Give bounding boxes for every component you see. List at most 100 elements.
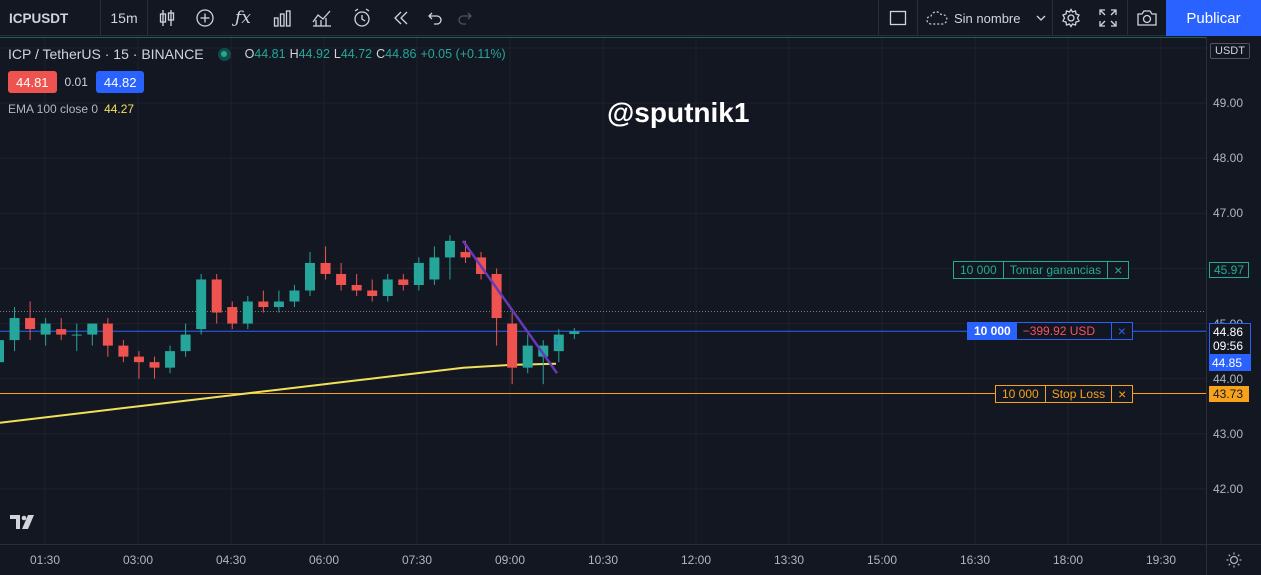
time-tick: 07:30 bbox=[401, 553, 433, 567]
position-order[interactable]: 10 000 −399.92 USD × bbox=[967, 322, 1133, 341]
take-profit-qty: 10 000 bbox=[954, 262, 1004, 279]
ema-value: 44.27 bbox=[104, 102, 135, 116]
price-axis[interactable]: 50.0049.0048.0047.0045.0044.0043.0042.00… bbox=[1206, 37, 1261, 544]
trendline bbox=[461, 240, 559, 374]
candle-body bbox=[258, 301, 269, 308]
stop-loss-qty: 10 000 bbox=[996, 385, 1046, 402]
top-toolbar: ICPUSDT 15m ƒx Sin nombre bbox=[0, 0, 1261, 36]
time-axis[interactable]: 01:30 03:00 04:30 06:00 07:30 09:00 10:30 12:00… bbox=[0, 544, 1206, 575]
price-tick: 47.00 bbox=[1213, 206, 1244, 221]
open-key: O bbox=[244, 47, 255, 61]
candle-body bbox=[40, 323, 51, 335]
fullscreen-box-icon[interactable] bbox=[879, 0, 917, 36]
close-value: 44.86 bbox=[385, 47, 417, 61]
candle-body bbox=[211, 279, 222, 313]
take-profit-order[interactable]: 10 000 Tomar ganancias × bbox=[953, 261, 1130, 280]
candle-style-icon[interactable] bbox=[148, 0, 186, 36]
chart-grid bbox=[0, 37, 1206, 544]
position-close-icon[interactable]: × bbox=[1117, 323, 1126, 340]
high-value: 44.92 bbox=[298, 47, 330, 61]
chart-pane[interactable]: ↑ ICP / TetherUS · 15 · BINANCE O 44.81 H… bbox=[0, 37, 1206, 544]
time-tick: 09:00 bbox=[494, 553, 526, 567]
time-tick: 10:30 bbox=[587, 553, 619, 567]
open-value: 44.81 bbox=[254, 47, 286, 61]
candle-body bbox=[367, 290, 378, 297]
candle-countdown: 09:56 bbox=[1213, 339, 1244, 354]
position-pnl: −399.92 USD bbox=[1017, 323, 1112, 340]
time-tick: 03:00 bbox=[122, 553, 154, 567]
up-arrow-marker: ↑ bbox=[554, 337, 560, 349]
tradingview-logo[interactable] bbox=[8, 511, 38, 535]
low-value: 44.72 bbox=[340, 47, 373, 61]
toolbar-divider bbox=[1127, 0, 1128, 36]
candle-body bbox=[0, 340, 4, 363]
sell-button[interactable]: 44.81 bbox=[8, 71, 57, 93]
time-tick: 18:00 bbox=[1052, 553, 1084, 567]
change-value: +0.05 (+0.11%) bbox=[420, 47, 506, 61]
position-price-tag: 44.86 09:56 bbox=[1209, 323, 1251, 356]
candle-body bbox=[444, 240, 455, 258]
candle-body bbox=[398, 279, 409, 285]
candle-body bbox=[351, 284, 362, 291]
layout-menu[interactable]: Sin nombre bbox=[918, 0, 1052, 36]
alert-icon[interactable] bbox=[342, 0, 382, 36]
take-profit-price-tag: 45.97 bbox=[1209, 262, 1249, 279]
candle-body bbox=[305, 262, 315, 291]
add-indicator-icon[interactable] bbox=[186, 0, 224, 36]
candle-body bbox=[320, 262, 331, 274]
candle-body bbox=[336, 273, 347, 285]
ema-price-tag: 44.85 bbox=[1209, 355, 1251, 372]
undo-icon[interactable] bbox=[420, 0, 450, 36]
candle-body bbox=[491, 273, 502, 319]
ema-100-line bbox=[0, 362, 557, 424]
cloud-icon bbox=[926, 11, 948, 25]
candle-body bbox=[165, 351, 176, 368]
time-tick: 06:00 bbox=[308, 553, 340, 567]
price-tick: 48.00 bbox=[1213, 151, 1244, 166]
axis-settings[interactable] bbox=[1206, 544, 1261, 575]
replay-icon[interactable] bbox=[382, 0, 420, 36]
financials-icon[interactable] bbox=[262, 0, 302, 36]
candle-body bbox=[227, 307, 238, 324]
chart-canvas[interactable]: ↑ bbox=[0, 37, 1206, 544]
publish-button[interactable]: Publicar bbox=[1166, 0, 1261, 36]
current-price: 44.86 bbox=[1213, 325, 1244, 340]
toolbar-divider bbox=[147, 0, 148, 36]
stop-loss-close-icon[interactable]: × bbox=[1118, 385, 1127, 402]
symbol-title: ICP / TetherUS · 15 · BINANCE bbox=[8, 46, 204, 62]
watermark-text: @sputnik1 bbox=[607, 97, 750, 128]
interval-selector[interactable]: 15m bbox=[110, 10, 138, 26]
candles-group bbox=[0, 235, 580, 385]
price-tick: 42.00 bbox=[1213, 481, 1244, 496]
stop-loss-order[interactable]: 10 000 Stop Loss × bbox=[995, 384, 1134, 403]
candle-body bbox=[273, 301, 284, 308]
redo-icon[interactable] bbox=[450, 0, 480, 36]
candle-body bbox=[382, 279, 393, 297]
price-tick: 43.00 bbox=[1213, 426, 1244, 441]
currency-label[interactable]: USDT bbox=[1210, 43, 1250, 59]
price-tick: 49.00 bbox=[1213, 96, 1244, 111]
toolbar-divider bbox=[100, 0, 101, 36]
low-key: L bbox=[333, 47, 341, 61]
take-profit-close-icon[interactable]: × bbox=[1114, 262, 1123, 279]
symbol-search[interactable]: ICPUSDT bbox=[9, 10, 69, 26]
candle-body bbox=[133, 356, 144, 363]
position-qty: 10 000 bbox=[968, 323, 1017, 340]
compare-icon[interactable] bbox=[302, 0, 342, 36]
ema-label: EMA 100 close 0 bbox=[8, 102, 99, 116]
time-tick: 16:30 bbox=[959, 553, 991, 567]
candle-body bbox=[553, 334, 564, 352]
spread-value: 0.01 bbox=[64, 75, 88, 89]
ema-legend[interactable]: EMA 100 close 0 44.27 bbox=[8, 102, 134, 116]
settings-gear-icon[interactable] bbox=[1053, 0, 1089, 36]
buy-button[interactable]: 44.82 bbox=[95, 71, 145, 93]
indicators-fx-icon[interactable]: ƒx bbox=[235, 8, 251, 28]
live-dot-icon bbox=[217, 47, 231, 61]
candle-body bbox=[149, 362, 160, 368]
price-tick: 44.00 bbox=[1213, 371, 1244, 386]
candle-body bbox=[289, 290, 300, 302]
camera-snapshot-icon[interactable] bbox=[1128, 0, 1166, 36]
candle-body bbox=[413, 262, 424, 285]
fullscreen-expand-icon[interactable] bbox=[1089, 0, 1127, 36]
candle-body bbox=[180, 334, 191, 352]
